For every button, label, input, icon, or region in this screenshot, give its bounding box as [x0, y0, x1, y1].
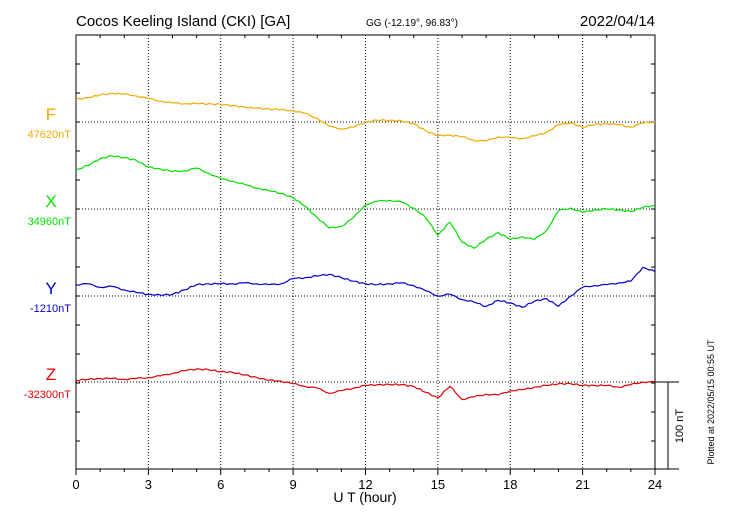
trace-x [75, 155, 656, 249]
x-tick-label: 21 [575, 477, 589, 492]
plotted-timestamp: Plotted at 2022/05/15 00:55 UT [706, 339, 716, 465]
component-z-baseline: -32300nT [24, 389, 71, 401]
component-y-label: Y [45, 279, 56, 298]
component-f-label: F [46, 105, 56, 124]
x-tick-label: 24 [648, 477, 662, 492]
x-tick-label: 9 [290, 477, 297, 492]
scale-bar [655, 381, 679, 470]
component-y-baseline: -1210nT [30, 303, 71, 315]
grid-lines [76, 35, 655, 469]
x-axis-label: U T (hour) [333, 489, 396, 505]
station-title: Cocos Keeling Island (CKI) [GA] [76, 13, 290, 30]
x-tick-label: 15 [431, 477, 445, 492]
component-x-label: X [45, 192, 56, 211]
component-labels: F 47620nT X 34960nT Y -1210nT Z -32300nT [24, 105, 71, 401]
x-tick-label: 0 [72, 477, 79, 492]
axis-ticks [75, 35, 656, 475]
plot-date: 2022/04/14 [580, 13, 655, 30]
trace-z [75, 368, 656, 401]
x-tick-label: 6 [217, 477, 224, 492]
trace-y [75, 266, 656, 308]
component-traces [75, 92, 656, 401]
x-tick-label: 3 [145, 477, 152, 492]
x-tick-label: 12 [358, 477, 372, 492]
trace-f [75, 92, 656, 142]
station-coordinates: GG (-12.19°, 96.83°) [366, 18, 458, 29]
x-tick-label: 18 [503, 477, 517, 492]
component-x-baseline: 34960nT [28, 216, 72, 228]
scale-bar-label: 100 nT [674, 409, 686, 444]
component-f-baseline: 47620nT [28, 129, 72, 141]
component-z-label: Z [46, 365, 56, 384]
x-tick-labels: 0 3 6 9 12 15 18 21 24 [72, 477, 662, 492]
